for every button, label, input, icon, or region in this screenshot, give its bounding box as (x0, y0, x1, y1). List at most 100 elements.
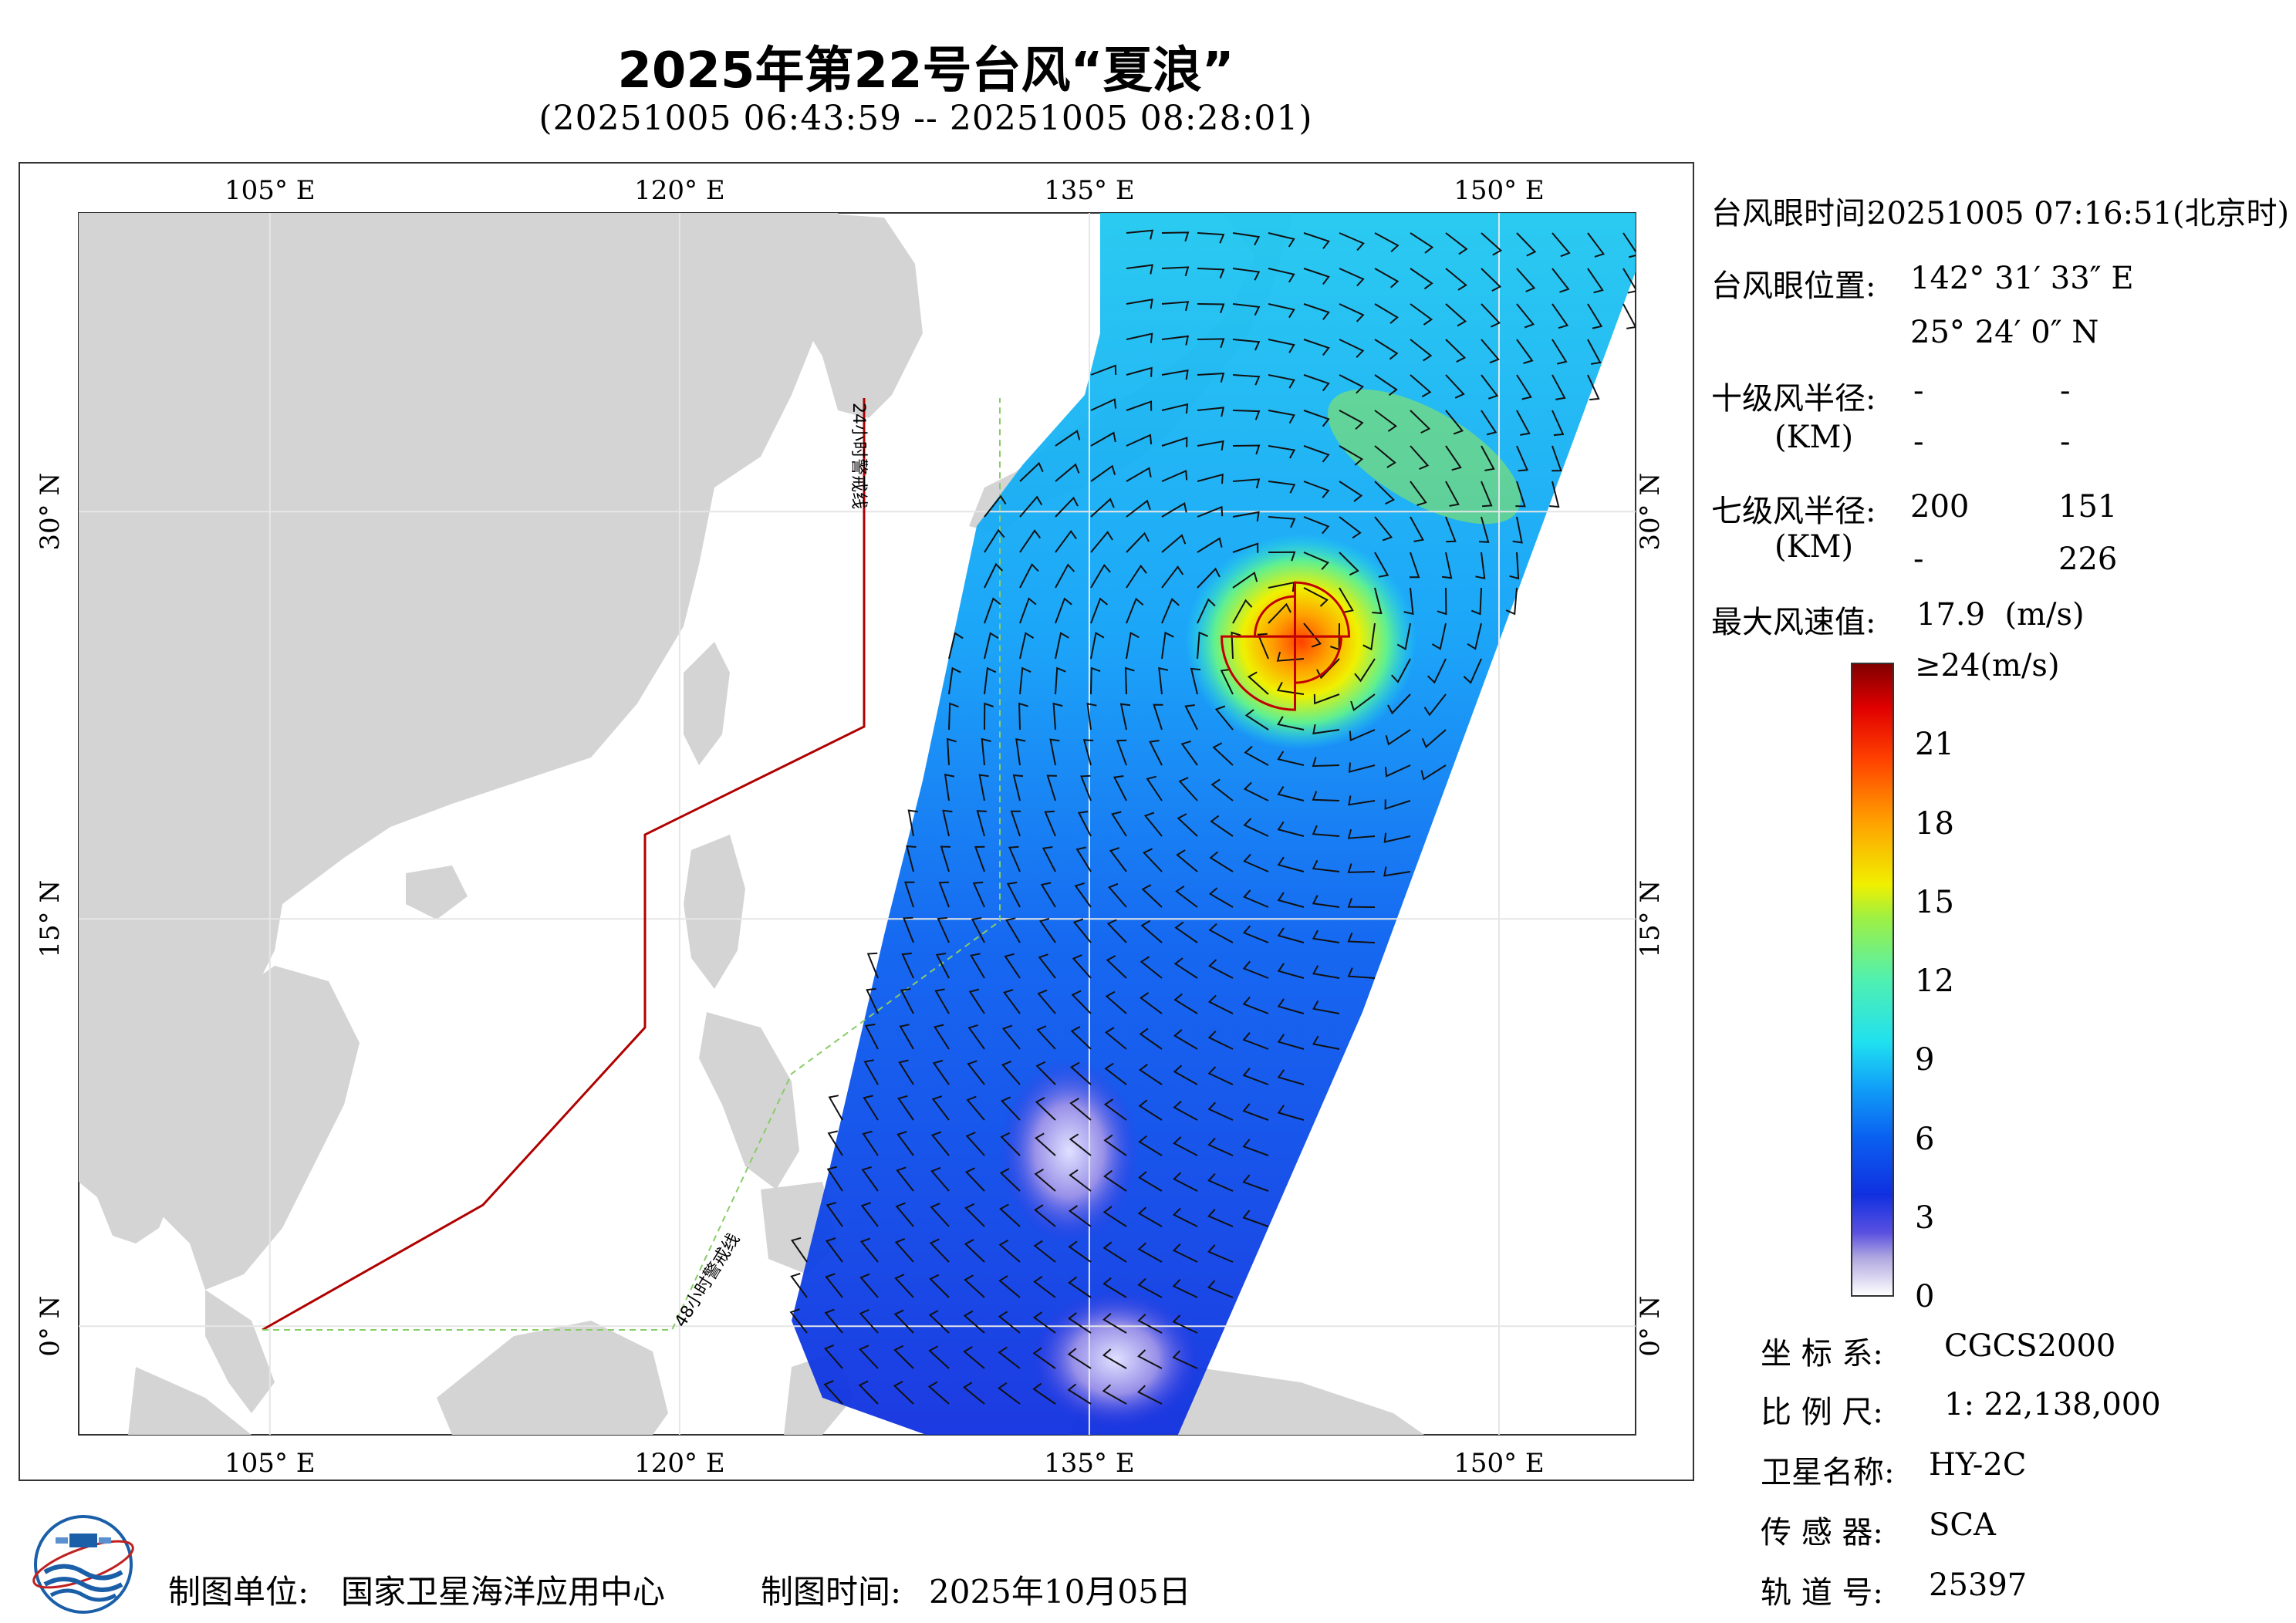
wind-barb (1312, 825, 1340, 837)
wind-barb (1339, 481, 1363, 502)
eye-longitude: 142° 31′ 33″ E (1910, 261, 2134, 296)
wind-barb (1339, 303, 1365, 322)
wind-barb (1126, 531, 1150, 553)
x-ticks-top: 105° E 120° E 135° E 150° E (225, 175, 1545, 206)
colorbar-tick-label: 18 (1915, 805, 1954, 842)
wind-barb (1019, 529, 1042, 553)
wind-barb (1232, 478, 1261, 489)
y-ticks-left: 30° N 15° N 0° N (35, 473, 66, 1357)
wind-barb (932, 1059, 950, 1085)
wind-barb (967, 1060, 985, 1085)
wind-barb (1138, 1099, 1163, 1121)
wind-barb (1445, 232, 1468, 255)
wind-barb (1277, 821, 1305, 837)
wind-barb (1207, 1244, 1234, 1263)
wind-barb (1277, 856, 1305, 872)
land-asia-mainland (79, 213, 853, 1243)
wind-barb (1055, 632, 1069, 660)
wind-barb (1197, 440, 1224, 451)
wind-barb (895, 1202, 914, 1227)
x-ticks-bottom: 105° E 120° E 135° E 150° E (225, 1448, 1545, 1479)
wind-barb (1069, 1133, 1092, 1156)
wind-barb (1232, 339, 1261, 351)
wind-barb (907, 809, 918, 837)
wind-barb (1102, 1206, 1127, 1227)
wind-barb (1516, 232, 1537, 257)
wind-barb (963, 1310, 985, 1334)
wind-barb (1126, 564, 1147, 589)
wind-barb (1268, 339, 1295, 353)
land-korea (792, 213, 923, 418)
wind-barb (1303, 339, 1330, 356)
wind-radius-sector (1294, 635, 1343, 684)
wind-barb (1197, 338, 1225, 349)
orbit-label: 轨 道 号: (1761, 1575, 1883, 1611)
wind-barb (1312, 895, 1340, 908)
wind-barb (1549, 481, 1560, 508)
wind-barb (1197, 631, 1208, 660)
wind-barb (790, 1237, 808, 1263)
wind-barb (963, 1346, 985, 1369)
wind-barb (935, 953, 950, 979)
wind-barb (1208, 959, 1234, 979)
x-tick-label-bottom: 105° E (225, 1448, 316, 1479)
wind-barb (1197, 537, 1223, 553)
wind-barb (1257, 633, 1269, 660)
wind-barb (826, 1201, 843, 1227)
wind-barb (1070, 1026, 1092, 1050)
wind-barb (1214, 705, 1234, 731)
x-tick-label-top: 150° E (1454, 175, 1545, 206)
wind-barb (1587, 374, 1600, 401)
wind-barb (893, 1309, 914, 1334)
wind-barb (1207, 1066, 1234, 1085)
x-tick-label-bottom: 120° E (634, 1448, 725, 1479)
observation-time-range: (20251005 06:43:59 -- 20251005 08:28:01) (539, 99, 1313, 138)
wind-barb (1516, 303, 1535, 329)
eye-time-label: 台风眼时间: (1711, 196, 1876, 231)
wind-barb (1445, 516, 1457, 543)
wind-barb (1374, 268, 1400, 288)
wind-barb (1410, 303, 1433, 326)
wind-barb (1242, 1174, 1269, 1192)
r10-label: 十级风半径: (1711, 381, 1876, 417)
land-luzon (684, 835, 745, 989)
wind-barb (1161, 231, 1190, 242)
wind-barb (1481, 232, 1503, 256)
wind-barb (1003, 989, 1021, 1014)
wind-barb (1339, 232, 1365, 251)
wind-barb (1481, 410, 1497, 436)
wind-barb (1441, 552, 1453, 579)
sensor-value: SCA (1929, 1507, 1996, 1543)
wind-barb (928, 1310, 950, 1334)
scale-label: 比 例 尺: (1761, 1395, 1883, 1430)
wind-barb (1481, 374, 1499, 400)
wind-barb (1173, 1029, 1198, 1050)
wind-barb (1232, 268, 1261, 281)
wind-barb (976, 810, 987, 837)
wind-barb (1587, 303, 1603, 329)
wind-barb (1268, 602, 1292, 624)
max-wind-label: 最大风速值: (1711, 605, 1876, 640)
wind-barb (964, 1203, 985, 1227)
wind-barb (998, 1311, 1021, 1334)
wind-barb (1001, 1096, 1021, 1121)
wind-barb (1161, 403, 1189, 414)
wind-barb (1173, 957, 1198, 979)
wind-barb (1035, 1061, 1056, 1085)
wind-barb (1243, 889, 1269, 908)
wind-barb (1374, 303, 1399, 324)
wind-barb (1067, 1348, 1092, 1369)
r7-label: 七级风半径: (1711, 494, 1876, 529)
wind-barb (1138, 1064, 1163, 1085)
wind-barb (859, 1237, 879, 1263)
wind-barb (1197, 407, 1225, 417)
wind-barb (828, 1095, 843, 1121)
land-taiwan (684, 642, 730, 765)
wind-barb (1374, 445, 1396, 468)
coord-system-value: CGCS2000 (1944, 1328, 2116, 1364)
wind-barb (1001, 1060, 1021, 1085)
wind-barb (1303, 268, 1330, 285)
wind-barb (1312, 1000, 1340, 1014)
wind-barb (1516, 374, 1532, 400)
wind-barb (1034, 1168, 1056, 1192)
